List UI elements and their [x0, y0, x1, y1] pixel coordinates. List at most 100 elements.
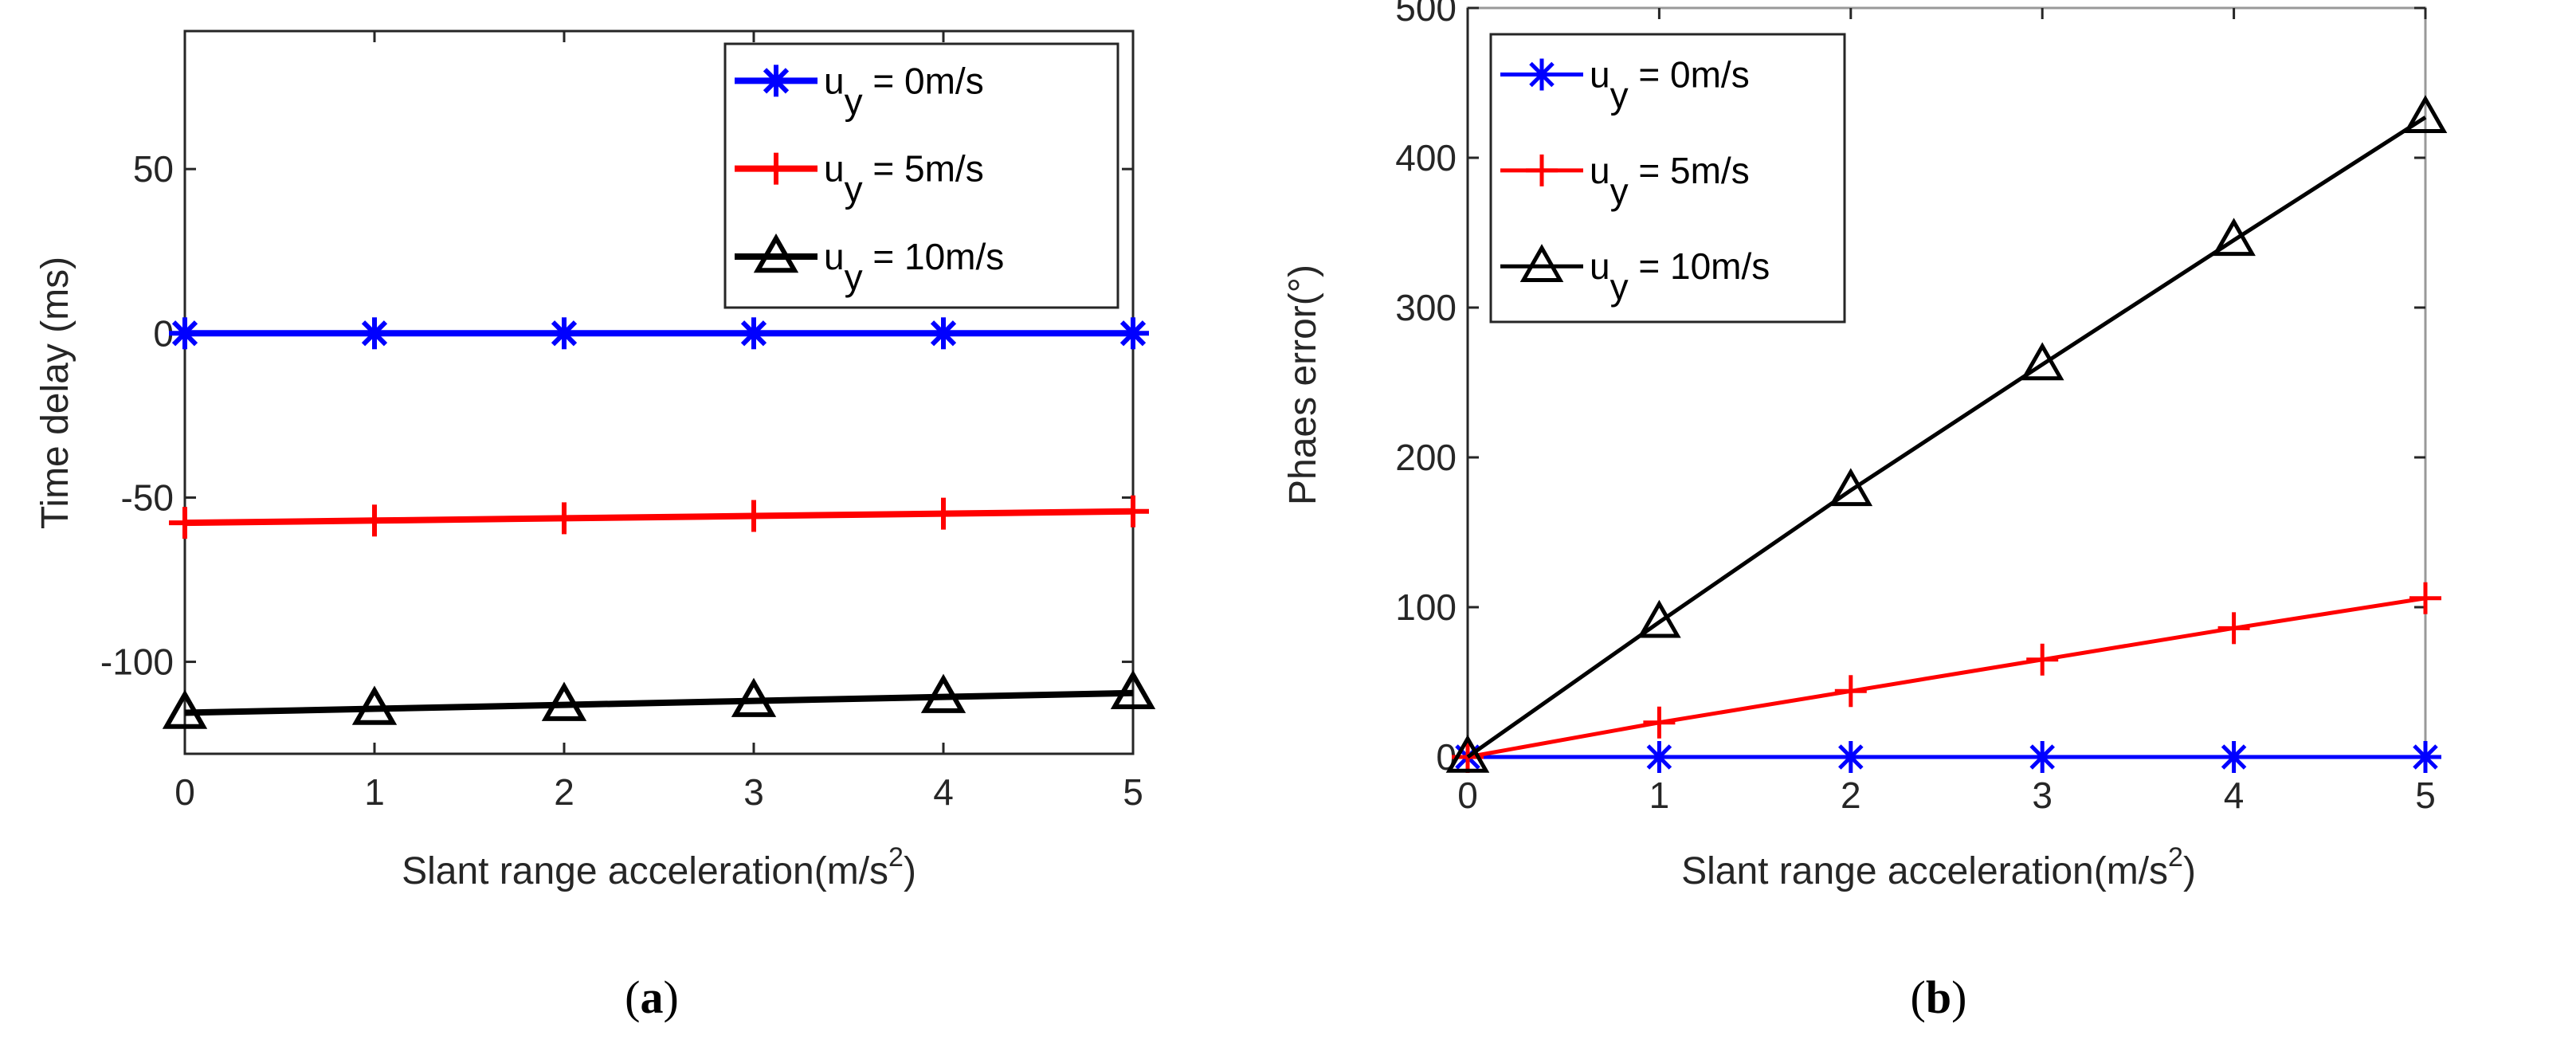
legend: uy = 0m/suy = 5m/suy = 10m/s [1489, 33, 1846, 324]
plus-marker [359, 504, 390, 537]
legend-label-rest: = 10m/s [1629, 245, 1770, 287]
legend-item: uy = 5m/s [1500, 150, 1750, 212]
legend-item: uy = 5m/s [735, 148, 984, 210]
legend-label: uy = 5m/s [1590, 150, 1750, 212]
marker-stroke [740, 320, 767, 347]
plus-marker [1643, 706, 1676, 739]
plus-marker [2217, 612, 2250, 645]
caption-paren: ( [1911, 971, 1926, 1023]
x-tick-label: 2 [554, 771, 574, 813]
legend-label: uy = 0m/s [1590, 54, 1750, 116]
legend-label: uy = 10m/s [1590, 245, 1770, 308]
plus-marker [738, 500, 770, 532]
legend-label-subscript: y [1610, 75, 1629, 116]
marker-stroke [731, 677, 777, 717]
asterisk-marker [1117, 317, 1149, 350]
legend-label: uy = 5m/s [824, 148, 984, 210]
plus-marker [1117, 495, 1149, 528]
legend-label-base: u [1590, 54, 1610, 96]
marker-stroke [2029, 744, 2055, 770]
x-tick-label: 1 [1649, 775, 1670, 816]
triangle-marker [2020, 342, 2064, 381]
plus-marker [169, 507, 201, 539]
marker-stroke [1646, 744, 1672, 770]
y-tick-label: 300 [1395, 287, 1457, 328]
series--5m-s [169, 495, 1149, 539]
triangle-marker [1637, 599, 1681, 638]
asterisk-marker [760, 65, 792, 97]
triangle-marker [541, 681, 587, 721]
caption-letter: b [1926, 971, 1951, 1023]
caption-paren: ( [625, 971, 640, 1023]
x-axis-label-superscript: 2 [888, 842, 904, 873]
legend-label-subscript: y [845, 169, 863, 210]
legend-label-rest: = 0m/s [863, 60, 984, 101]
triangle-marker [162, 689, 208, 729]
plus-marker [927, 497, 959, 530]
marker-stroke [351, 685, 398, 725]
x-tick-label: 0 [1457, 775, 1478, 816]
legend-label-base: u [1590, 150, 1610, 191]
marker-stroke [1445, 734, 1490, 773]
marker-stroke [930, 320, 957, 347]
asterisk-marker [2026, 741, 2059, 773]
subfigure-caption: (a) [625, 971, 679, 1023]
x-axis-label: Slant range acceleration(m/s2) [1681, 842, 2196, 892]
y-tick-label: 500 [1395, 0, 1457, 29]
legend-item: uy = 10m/s [1500, 244, 1770, 308]
legend-label-rest: = 5m/s [863, 148, 984, 190]
triangle-marker [753, 233, 799, 273]
x-tick-label: 4 [933, 771, 954, 813]
asterisk-marker [1526, 58, 1558, 91]
marker-stroke [2221, 744, 2247, 770]
legend-label: uy = 10m/s [824, 236, 1004, 298]
legend-label-rest: = 0m/s [1629, 54, 1750, 96]
triangle-marker [2403, 95, 2448, 133]
legend-label-rest: = 5m/s [1629, 150, 1750, 191]
x-axis-label-part: Slant range acceleration(m/s [402, 850, 888, 892]
marker-stroke [361, 320, 388, 347]
marker-stroke [920, 673, 966, 713]
series-line [1467, 596, 2426, 759]
marker-stroke [2413, 744, 2438, 770]
series--10m-s [1445, 95, 2448, 773]
asterisk-marker [1643, 741, 1676, 773]
legend-label-subscript: y [845, 80, 863, 122]
legend-item: uy = 10m/s [735, 233, 1004, 298]
caption-paren: ) [664, 971, 679, 1023]
marker-stroke [753, 233, 799, 273]
asterisk-marker [2409, 741, 2441, 773]
x-tick-label: 1 [364, 771, 385, 813]
plus-marker [1834, 675, 1867, 708]
y-axis-label: Phaes error(°) [1282, 265, 1324, 505]
y-tick-label: 400 [1395, 137, 1457, 178]
y-tick-label: -100 [100, 641, 174, 683]
marker-stroke [551, 320, 578, 347]
asterisk-marker [2217, 741, 2250, 773]
asterisk-marker [1834, 741, 1867, 773]
asterisk-marker [738, 317, 770, 350]
marker-stroke [1119, 320, 1147, 347]
marker-stroke [1838, 744, 1864, 770]
legend-label-base: u [824, 236, 845, 277]
legend-label-base: u [824, 60, 845, 101]
x-axis-label-part: ) [904, 850, 916, 892]
legend-label-subscript: y [845, 257, 863, 298]
x-axis-label-part: Slant range acceleration(m/s [1681, 850, 2168, 892]
marker-stroke [2403, 95, 2448, 133]
marker-stroke [1519, 244, 1564, 282]
triangle-marker [1110, 669, 1156, 709]
triangle-marker [1445, 734, 1490, 773]
legend-label: uy = 0m/s [824, 60, 984, 122]
triangle-marker [1829, 468, 1873, 507]
plus-marker [2026, 643, 2059, 676]
legend-label-base: u [824, 148, 845, 190]
x-tick-label: 0 [174, 771, 195, 813]
asterisk-marker [359, 317, 390, 350]
y-tick-label: -50 [121, 477, 174, 518]
legend-label-rest: = 10m/s [863, 236, 1005, 277]
x-tick-label: 5 [2415, 775, 2436, 816]
series-line [184, 689, 1134, 716]
legend-label-subscript: y [1610, 266, 1629, 308]
